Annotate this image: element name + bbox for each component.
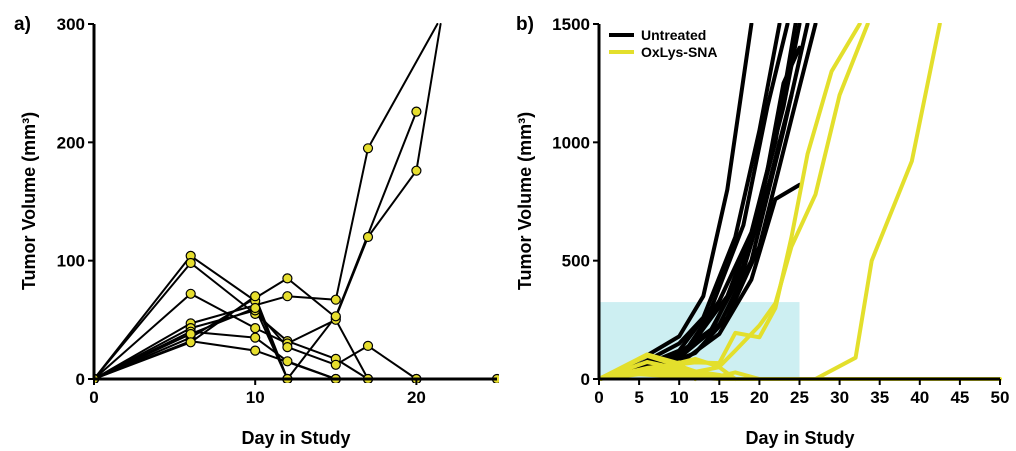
- panel-a-point-5-5: [362, 340, 374, 351]
- panel-a-x-tick-label: 20: [407, 388, 426, 407]
- panel-a-point-1-5: [411, 165, 422, 176]
- panel-a-point-1-4: [362, 231, 374, 243]
- panel-a-y-tick-label: 200: [57, 133, 85, 152]
- panel-a-point-8-4: [330, 311, 341, 322]
- legend-untreated-label: Untreated: [641, 27, 706, 43]
- panel-a-point-9-2: [250, 291, 261, 302]
- panel-a-x-axis-title: Day in Study: [241, 428, 350, 448]
- panel-b-x-tick-label: 10: [670, 388, 689, 407]
- panel-a-series-line-6: [94, 330, 337, 380]
- panel-a-point-4-2: [250, 323, 261, 334]
- panel-b-x-tick-label: 20: [750, 388, 769, 407]
- panel-b-y-tick-label: 1500: [552, 15, 590, 34]
- panel-b-x-tick-label: 45: [950, 388, 969, 407]
- panel-a-y-tick-label: 100: [57, 252, 85, 271]
- panel-b-x-tick-label: 40: [910, 388, 929, 407]
- panel-a-point-6-2: [250, 332, 261, 343]
- panel-b-x-tick-label: 0: [594, 388, 603, 407]
- panel-a-y-tick-label: 0: [76, 370, 85, 389]
- panel-a-point-7-2: [250, 345, 261, 356]
- panel-a-series-line-4: [94, 292, 369, 380]
- panel-a-series-line-9: [94, 295, 289, 380]
- panel-b-legend: Untreated OxLys-SNA: [609, 27, 718, 60]
- panel-b-x-tick-label: 35: [870, 388, 889, 407]
- panel-b-label: b): [516, 14, 534, 35]
- panel-a-series-line-8: [94, 110, 418, 380]
- panel-b-x-tick-label: 15: [710, 388, 729, 407]
- panel-a-x-tick-label: 10: [246, 388, 265, 407]
- panel-a-x-tick-label: 0: [89, 388, 98, 407]
- panel-a-point-0-4: [362, 143, 374, 154]
- panel-b-y-tick-label: 500: [562, 252, 590, 271]
- panel-b-y-axis-title: Tumor Volume (mm³): [515, 112, 535, 290]
- legend-oxlys-sna-label: OxLys-SNA: [641, 44, 718, 60]
- panel-a-point-0-3: [330, 294, 341, 305]
- panel-b-series-line-19: [598, 360, 698, 381]
- panel-a-point-8-5: [411, 106, 422, 117]
- panel-b-x-tick-label: 25: [790, 388, 809, 407]
- panel-a-point-5-3: [282, 342, 293, 353]
- panel-b-x-tick-label: 30: [830, 388, 849, 407]
- panel-a-label: a): [14, 14, 31, 35]
- panel-b-series-line-2: [598, 23, 790, 381]
- panel-a-point-4-1: [185, 288, 196, 299]
- panel-a-point-5-4: [330, 359, 341, 370]
- panel-b-y-tick-label: 0: [581, 370, 590, 389]
- panel-a-point-8-1: [185, 328, 196, 340]
- panel-b-x-tick-label: 50: [991, 388, 1010, 407]
- panel-a-point-0-2: [282, 291, 293, 302]
- panel-b-y-tick-label: 1000: [552, 133, 590, 152]
- panel-b-x-tick-label: 5: [634, 388, 643, 407]
- panel-a-plot-area: [94, 23, 499, 383]
- panel-b-x-axis-title: Day in Study: [745, 428, 854, 448]
- panel-a-y-tick-label: 300: [57, 15, 85, 34]
- panel-a-point-1-2: [282, 273, 293, 284]
- panel-a-point-8-2: [250, 302, 261, 314]
- panel-a-point-6-3: [282, 356, 293, 367]
- panel-a-point-3-1: [185, 257, 196, 269]
- panel-a-point-9-1: [185, 337, 196, 348]
- panel-a-y-axis-title: Tumor Volume (mm³): [19, 112, 39, 290]
